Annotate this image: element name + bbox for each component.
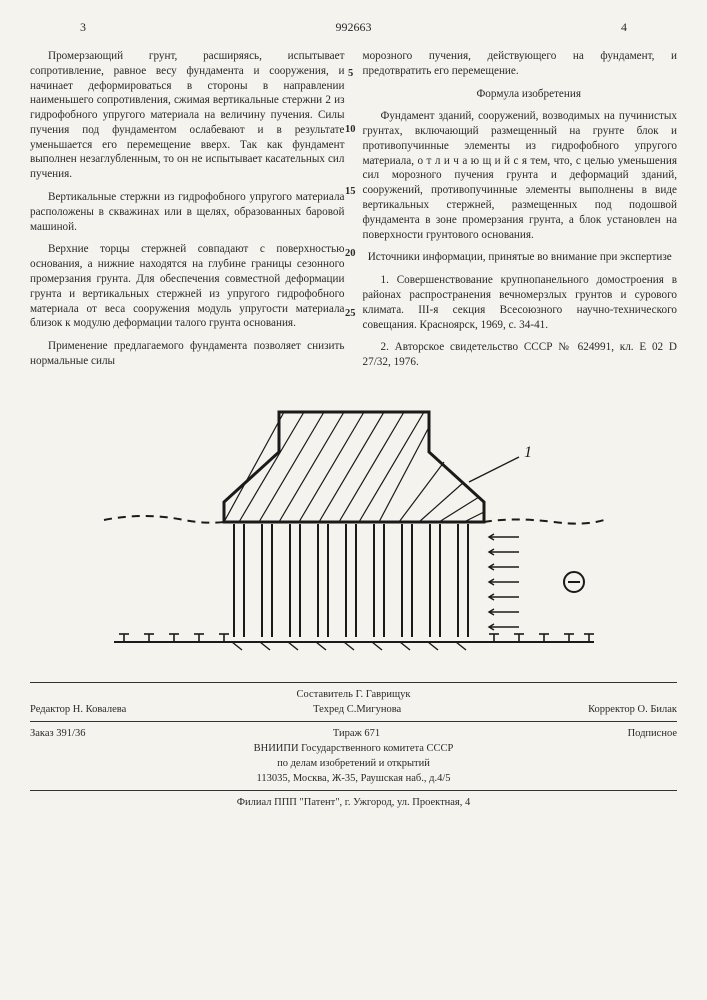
org2: по делам изобретений и открытий — [30, 756, 677, 771]
para-l1: Промерзающий грунт, расширяясь, испытыва… — [30, 49, 345, 182]
para-r1: морозного пучения, действующего на фунда… — [363, 49, 678, 79]
foundation-diagram: 1 — [74, 392, 634, 672]
editor: Редактор Н. Ковалева — [30, 704, 126, 715]
techred: Техред С.Мигунова — [313, 704, 401, 715]
line-num-10: 10 — [345, 124, 356, 135]
para-r2: Фундамент зданий, сооружений, возводимых… — [363, 109, 678, 242]
tirage: Тираж 671 — [333, 728, 380, 739]
para-l3: Верхние торцы стержней совпадают с повер… — [30, 242, 345, 331]
line-num-15: 15 — [345, 186, 356, 197]
doc-number: 992663 — [336, 20, 372, 35]
source-2: 2. Авторское свидетельство СССР № 624991… — [363, 340, 678, 370]
corrector: Корректор О. Билак — [588, 704, 677, 715]
left-column: Промерзающий грунт, расширяясь, испытыва… — [30, 49, 345, 378]
page-header: 3 992663 4 — [30, 20, 677, 35]
line-num-20: 20 — [345, 248, 356, 259]
org1: ВНИИПИ Государственного комитета СССР — [30, 741, 677, 756]
page-num-left: 3 — [80, 20, 86, 35]
para-l4: Применение предлагаемого фундамента позв… — [30, 339, 345, 369]
para-l2: Вертикальные стержни из гидрофобного упр… — [30, 190, 345, 234]
text-columns: Промерзающий грунт, расширяясь, испытыва… — [30, 49, 677, 378]
line-num-25: 25 — [345, 308, 356, 319]
page-num-right: 4 — [621, 20, 627, 35]
address: 113035, Москва, Ж-35, Раушская наб., д.4… — [30, 771, 677, 786]
formula-title: Формула изобретения — [363, 87, 678, 102]
order-num: Заказ 391/36 — [30, 728, 85, 739]
composer: Составитель Г. Гаврищук — [30, 687, 677, 702]
line-num-5: 5 — [348, 68, 353, 79]
source-1: 1. Совершенствование крупнопанельного до… — [363, 273, 678, 332]
fig-label-1: 1 — [524, 444, 532, 461]
signed: Подписное — [628, 728, 677, 739]
credits-block: Составитель Г. Гаврищук Редактор Н. Кова… — [30, 682, 677, 810]
sources-title: Источники информации, принятые во вниман… — [363, 250, 678, 265]
right-column: морозного пучения, действующего на фунда… — [363, 49, 678, 378]
filial: Филиал ППП "Патент", г. Ужгород, ул. Про… — [30, 795, 677, 810]
